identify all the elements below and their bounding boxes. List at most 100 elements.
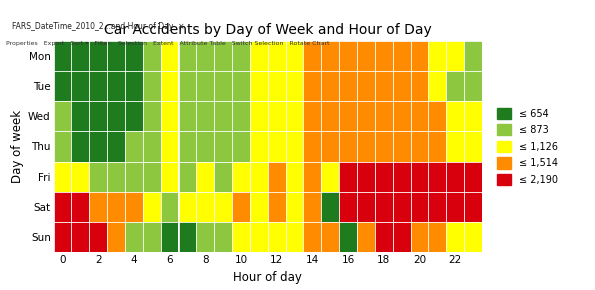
Bar <box>107 131 125 162</box>
Bar <box>464 71 482 101</box>
Bar <box>54 131 71 162</box>
Bar <box>286 71 303 101</box>
Bar <box>161 162 178 192</box>
Bar <box>196 222 214 252</box>
Bar <box>250 222 268 252</box>
Text: FARS_DateTime_2010_2...and Hour of Day  ×: FARS_DateTime_2010_2...and Hour of Day × <box>12 22 184 32</box>
Bar <box>268 162 286 192</box>
Bar <box>125 71 143 101</box>
Bar <box>214 131 232 162</box>
Bar <box>143 162 161 192</box>
Bar <box>411 41 428 71</box>
Bar <box>196 41 214 71</box>
Bar <box>339 192 357 222</box>
Bar <box>107 222 125 252</box>
Bar <box>196 192 214 222</box>
Bar <box>71 41 89 71</box>
Text: Properties   Export   Sort ▾   Filter:   Selection   Extent   Attribute Table   : Properties Export Sort ▾ Filter: Selecti… <box>6 41 330 46</box>
Bar <box>464 41 482 71</box>
Bar <box>428 192 446 222</box>
Bar <box>232 71 250 101</box>
Bar <box>375 222 393 252</box>
Bar <box>286 131 303 162</box>
Bar <box>250 71 268 101</box>
Bar <box>178 131 196 162</box>
Bar <box>125 131 143 162</box>
Bar <box>250 131 268 162</box>
Bar <box>393 162 411 192</box>
Bar <box>214 71 232 101</box>
Bar <box>196 71 214 101</box>
Bar <box>464 162 482 192</box>
Bar <box>428 101 446 131</box>
Bar <box>268 192 286 222</box>
Bar <box>393 71 411 101</box>
Bar <box>339 162 357 192</box>
Bar <box>161 222 178 252</box>
Bar <box>214 162 232 192</box>
Bar <box>375 131 393 162</box>
Bar <box>232 41 250 71</box>
Bar <box>339 222 357 252</box>
Bar <box>357 131 375 162</box>
Bar <box>339 131 357 162</box>
Bar <box>214 192 232 222</box>
Bar <box>89 192 107 222</box>
Bar <box>393 101 411 131</box>
Bar <box>339 101 357 131</box>
Bar <box>232 131 250 162</box>
Bar <box>446 131 464 162</box>
Bar <box>446 222 464 252</box>
Bar <box>393 192 411 222</box>
Bar <box>232 192 250 222</box>
Bar <box>339 71 357 101</box>
Bar <box>250 162 268 192</box>
Bar <box>375 192 393 222</box>
Bar <box>178 192 196 222</box>
Bar <box>125 222 143 252</box>
Bar <box>268 41 286 71</box>
Bar <box>321 101 339 131</box>
Bar <box>268 71 286 101</box>
Bar <box>107 192 125 222</box>
Bar <box>178 222 196 252</box>
Bar <box>321 71 339 101</box>
Bar <box>321 162 339 192</box>
Bar <box>54 222 71 252</box>
Bar <box>446 192 464 222</box>
Bar <box>250 101 268 131</box>
Bar <box>107 41 125 71</box>
Bar <box>357 71 375 101</box>
Bar <box>303 162 321 192</box>
Bar <box>411 71 428 101</box>
Bar <box>357 162 375 192</box>
Bar <box>71 131 89 162</box>
Bar <box>196 162 214 192</box>
Bar <box>303 131 321 162</box>
Bar <box>214 222 232 252</box>
Bar <box>71 222 89 252</box>
Bar <box>71 162 89 192</box>
Bar <box>232 162 250 192</box>
Bar <box>303 71 321 101</box>
Bar <box>214 41 232 71</box>
Bar <box>375 71 393 101</box>
Bar <box>89 71 107 101</box>
Bar <box>303 222 321 252</box>
Bar <box>143 71 161 101</box>
Bar <box>143 41 161 71</box>
Bar <box>428 162 446 192</box>
Bar <box>411 222 428 252</box>
Bar <box>178 41 196 71</box>
Bar <box>232 101 250 131</box>
Bar <box>411 101 428 131</box>
Bar <box>71 192 89 222</box>
Bar <box>428 222 446 252</box>
Bar <box>321 41 339 71</box>
Bar <box>250 192 268 222</box>
Title: Car Accidents by Day of Week and Hour of Day: Car Accidents by Day of Week and Hour of… <box>104 23 431 37</box>
Bar <box>161 71 178 101</box>
Bar <box>464 131 482 162</box>
Y-axis label: Day of week: Day of week <box>11 110 24 183</box>
Bar <box>375 162 393 192</box>
